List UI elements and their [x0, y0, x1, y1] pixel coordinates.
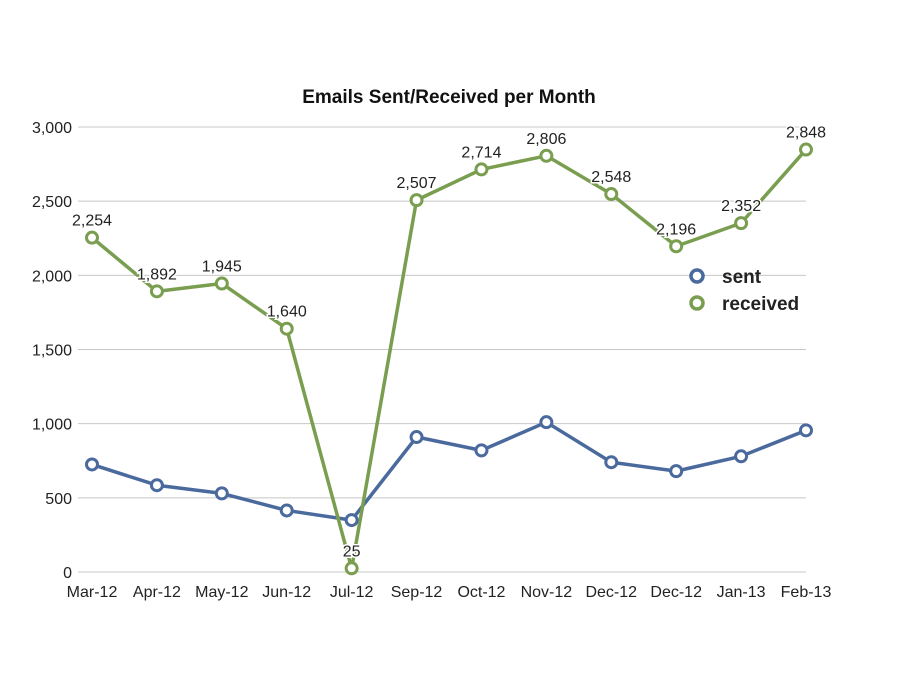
x-axis-ticks: Mar-12 Apr-12 May-12 Jun-12 Jul-12 Sep-12 Oct-… [67, 584, 832, 601]
x-tick-label: Oct-12 [457, 584, 505, 601]
x-tick-label: Mar-12 [67, 584, 118, 601]
series-group [85, 142, 813, 576]
x-tick-label: Dec-12 [585, 584, 637, 601]
data-label: 2,196 [656, 221, 696, 238]
data-point-received [474, 162, 489, 177]
legend-label-received: received [722, 294, 799, 315]
data-point-sent [85, 457, 99, 472]
y-tick-label: 3,000 [32, 120, 72, 137]
y-tick-label: 1,000 [32, 417, 72, 434]
data-label: 2,806 [526, 131, 566, 148]
data-label: 1,892 [137, 266, 177, 283]
data-label: 25 [343, 543, 361, 560]
data-point-sent [214, 486, 229, 501]
legend-label-sent: sent [722, 267, 762, 288]
data-point-sent [669, 464, 684, 479]
data-point-received [799, 142, 813, 157]
data-point-sent [344, 513, 359, 528]
x-tick-label: Jan-13 [717, 584, 766, 601]
data-point-received [149, 284, 164, 299]
data-labels: 2,254 1,892 1,945 1,640 25 2,507 2,714 2,806 2,5… [70, 123, 827, 562]
data-point-sent [279, 503, 294, 518]
x-tick-label: May-12 [195, 584, 248, 601]
x-tick-label: Feb-13 [781, 584, 832, 601]
data-label: 2,548 [591, 169, 631, 186]
x-tick-label: Nov-12 [521, 584, 573, 601]
legend-marker-sent [689, 268, 705, 284]
data-point-received [279, 321, 294, 336]
data-point-received [734, 216, 749, 231]
data-point-sent [539, 415, 554, 430]
data-point-received [669, 239, 684, 254]
y-axis-ticks: 0 500 1,000 1,500 2,000 2,500 3,000 [32, 120, 72, 582]
data-point-sent [149, 478, 164, 493]
data-point-received [344, 561, 359, 576]
data-label: 2,848 [786, 125, 826, 142]
series-line-received [90, 148, 808, 571]
data-point-sent [604, 455, 619, 470]
data-label: 2,507 [397, 175, 437, 192]
data-point-sent [474, 443, 489, 458]
data-point-received [409, 193, 424, 208]
data-point-sent [734, 449, 749, 464]
data-point-received [604, 187, 619, 202]
data-label: 2,714 [461, 144, 501, 161]
data-label: 1,640 [267, 304, 307, 321]
data-label: 2,352 [721, 198, 761, 215]
data-point-sent [409, 430, 424, 445]
chart-title: Emails Sent/Received per Month [302, 87, 596, 108]
y-tick-label: 2,000 [32, 268, 72, 285]
x-tick-label: Jun-12 [262, 584, 311, 601]
data-point-sent [799, 423, 813, 438]
x-tick-label: Sep-12 [391, 584, 443, 601]
y-tick-label: 500 [45, 491, 72, 508]
data-point-received [85, 230, 99, 245]
legend-marker-received [689, 295, 705, 311]
data-label: 1,945 [202, 258, 242, 275]
x-tick-label: Dec-12 [650, 584, 702, 601]
x-tick-label: Apr-12 [133, 584, 181, 601]
gridlines [78, 126, 806, 573]
data-label: 2,254 [72, 213, 112, 230]
data-point-received [214, 276, 229, 291]
series-line-sent [91, 420, 807, 522]
data-point-received [539, 148, 554, 163]
y-tick-label: 1,500 [32, 343, 72, 360]
legend: sent received [689, 267, 799, 315]
y-tick-label: 0 [63, 565, 72, 582]
x-tick-label: Jul-12 [330, 584, 374, 601]
y-tick-label: 2,500 [32, 194, 72, 211]
